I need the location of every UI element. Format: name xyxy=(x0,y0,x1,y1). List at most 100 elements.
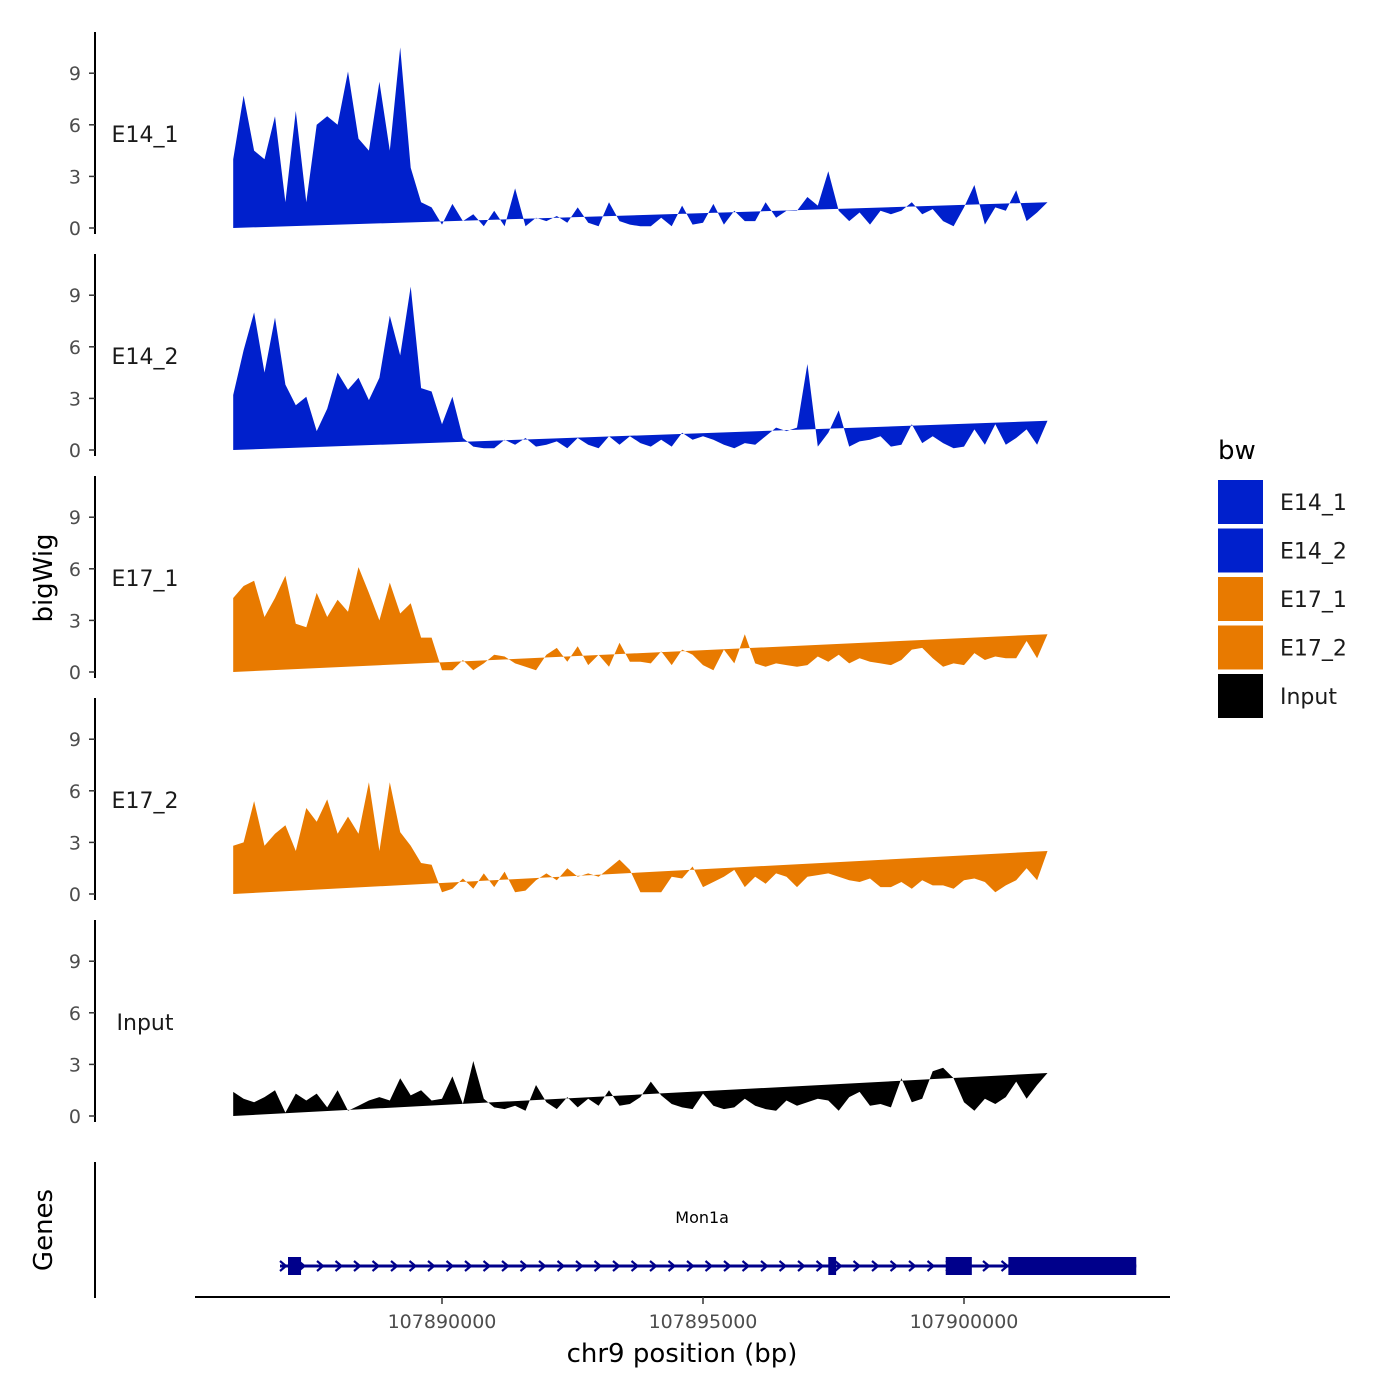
strand-chevron xyxy=(501,1260,510,1272)
y-tick-label: 0 xyxy=(69,884,81,906)
strand-chevron xyxy=(649,1260,658,1272)
legend-swatch xyxy=(1218,480,1263,524)
panel-e14_2: 0 3 6 9 E14_2 xyxy=(69,254,1048,462)
legend-label: Input xyxy=(1280,685,1337,710)
legend-label: E14_2 xyxy=(1280,540,1347,565)
strand-chevron xyxy=(871,1260,880,1272)
legend: bw E14_1 E14_2 E17_1 E17_2 Input xyxy=(1218,436,1347,718)
strip-label-e17_2: E17_2 xyxy=(112,789,179,814)
x-tick-label: 107895000 xyxy=(649,1311,758,1333)
y-tick-label: 0 xyxy=(69,1106,81,1128)
strand-chevron xyxy=(852,1260,862,1272)
strip-label-e17_1: E17_1 xyxy=(112,567,179,592)
x-axis-title: chr9 position (bp) xyxy=(567,1339,798,1369)
strand-chevron xyxy=(630,1260,640,1272)
strand-chevron xyxy=(797,1260,806,1272)
strand-chevron xyxy=(741,1260,751,1272)
area-e14_2 xyxy=(233,286,1048,450)
strand-chevron xyxy=(834,1260,843,1272)
track-panels: 0 3 6 9 E14_1 0 3 6 9 E14_2 0 3 6 9 E17_1 0 3 6 9 E17_2 0 3 6 9… xyxy=(69,32,1048,1128)
legend-entry-e17_1: E17_1 xyxy=(1218,577,1347,621)
panel-e17_2: 0 3 6 9 E17_2 xyxy=(69,698,1048,906)
strand-chevron xyxy=(889,1260,899,1272)
legend-entry-e14_2: E14_2 xyxy=(1218,528,1347,573)
strand-chevron xyxy=(908,1260,917,1272)
strand-chevron xyxy=(612,1260,621,1272)
y-tick-label: 0 xyxy=(69,440,81,462)
strand-chevron xyxy=(667,1260,677,1272)
gene-exon xyxy=(1008,1257,1137,1275)
strand-chevron xyxy=(316,1260,325,1272)
legend-entry-e17_2: E17_2 xyxy=(1218,625,1347,670)
strand-chevron xyxy=(482,1260,492,1272)
legend-label: E17_1 xyxy=(1280,588,1347,613)
y-tick-label: 3 xyxy=(69,1054,81,1076)
strand-chevron xyxy=(427,1260,436,1272)
y-tick-label: 9 xyxy=(69,507,81,529)
gene-exon xyxy=(945,1257,972,1275)
y-tick-label: 9 xyxy=(69,63,81,85)
y-tick-label: 9 xyxy=(69,285,81,307)
gene-exon xyxy=(288,1257,302,1275)
genes-axis-title: Genes xyxy=(29,1189,59,1271)
strip-label-input: Input xyxy=(117,1011,174,1036)
strand-chevron xyxy=(371,1260,381,1272)
legend-swatch xyxy=(1218,577,1263,621)
strip-label-e14_1: E14_1 xyxy=(112,123,179,148)
strand-chevron xyxy=(575,1260,584,1272)
strand-chevron xyxy=(760,1260,769,1272)
legend-entry-input: Input xyxy=(1218,674,1337,718)
gene-track: Mon1a xyxy=(94,1162,1137,1298)
gene-exon xyxy=(828,1257,837,1275)
y-tick-label: 6 xyxy=(69,781,81,803)
legend-entry-e14_1: E14_1 xyxy=(1218,480,1347,524)
panel-input: 0 3 6 9 Input xyxy=(69,920,1048,1128)
strand-chevron xyxy=(815,1260,825,1272)
y-tick-label: 3 xyxy=(69,388,81,410)
strand-chevron xyxy=(334,1260,344,1272)
strand-chevron xyxy=(778,1260,788,1272)
y-tick-label: 3 xyxy=(69,832,81,854)
strand-chevron xyxy=(686,1260,695,1272)
strand-chevron xyxy=(519,1260,529,1272)
y-tick-label: 6 xyxy=(69,115,81,137)
strand-chevron xyxy=(445,1260,455,1272)
legend-label: E14_1 xyxy=(1280,491,1347,516)
legend-swatch xyxy=(1218,528,1263,573)
y-tick-label: 6 xyxy=(69,1003,81,1025)
y-tick-label: 9 xyxy=(69,951,81,973)
x-tick-label: 107890000 xyxy=(388,1311,497,1333)
strand-chevron xyxy=(408,1260,418,1272)
y-tick-label: 3 xyxy=(69,166,81,188)
strand-chevron xyxy=(538,1260,547,1272)
area-e17_1 xyxy=(233,567,1048,672)
area-input xyxy=(233,1061,1048,1116)
strand-chevron xyxy=(556,1260,566,1272)
y-tick-label: 6 xyxy=(69,559,81,581)
y-tick-label: 0 xyxy=(69,218,81,240)
y-tick-label: 9 xyxy=(69,729,81,751)
strand-chevron xyxy=(704,1260,714,1272)
y-tick-label: 3 xyxy=(69,610,81,632)
strand-chevron xyxy=(464,1260,473,1272)
area-e17_2 xyxy=(233,782,1048,894)
strand-chevron xyxy=(982,1260,991,1272)
strand-chevron xyxy=(593,1260,603,1272)
strand-chevron xyxy=(390,1260,399,1272)
legend-swatch xyxy=(1218,674,1263,718)
strand-chevron xyxy=(353,1260,362,1272)
panel-e17_1: 0 3 6 9 E17_1 xyxy=(69,476,1048,684)
legend-swatch xyxy=(1218,625,1263,670)
area-e14_1 xyxy=(233,47,1048,229)
x-tick-label: 107900000 xyxy=(910,1311,1019,1333)
y-tick-label: 0 xyxy=(69,662,81,684)
x-axis: 107890000 107895000 107900000 xyxy=(195,1296,1170,1333)
legend-entries: E14_1 E14_2 E17_1 E17_2 Input xyxy=(1218,480,1347,718)
strand-chevron xyxy=(1000,1260,1010,1272)
strand-chevron xyxy=(723,1260,732,1272)
y-axis-title: bigWig xyxy=(29,533,59,622)
legend-label: E17_2 xyxy=(1280,637,1347,662)
strand-chevron xyxy=(279,1260,288,1272)
panel-e14_1: 0 3 6 9 E14_1 xyxy=(69,32,1048,240)
